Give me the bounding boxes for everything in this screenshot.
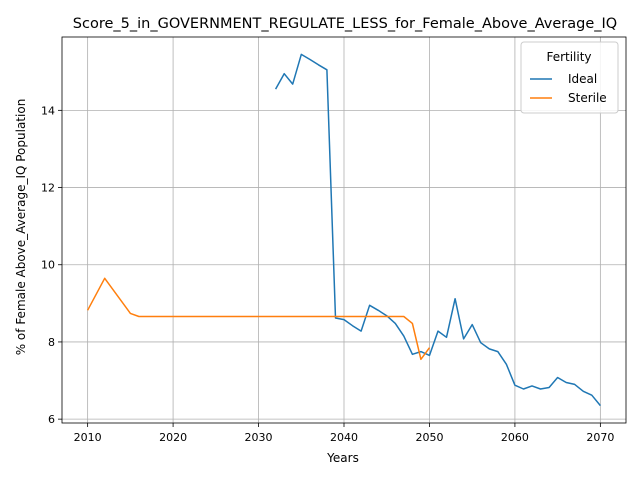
- legend: Fertility Ideal Sterile: [520, 41, 619, 114]
- legend-box: [520, 41, 619, 114]
- x-tick-label: 2020: [159, 431, 187, 444]
- y-tick-label: 14: [41, 104, 55, 117]
- axes: 2010 2020 2030 2040 2050 2060 2070 6 8 10 12 14: [41, 36, 627, 444]
- legend-label-ideal: Ideal: [568, 72, 597, 86]
- series-line-sterile: [86, 277, 431, 361]
- x-tick-label: 2010: [74, 431, 102, 444]
- y-tick-label: 12: [41, 182, 55, 195]
- x-tick-label: 2070: [586, 431, 614, 444]
- series-lines: [86, 53, 601, 407]
- y-tick-label: 8: [48, 336, 55, 349]
- series-line-ideal: [274, 53, 601, 407]
- chart-title: Score_5_in_GOVERNMENT_REGULATE_LESS_for_…: [73, 16, 617, 32]
- x-tick-label: 2030: [245, 431, 273, 444]
- x-tick-label: 2040: [330, 431, 358, 444]
- x-tick-label: 2050: [415, 431, 443, 444]
- x-tick-label: 2060: [501, 431, 529, 444]
- y-tick-label: 10: [41, 259, 55, 272]
- y-tick-label: 6: [48, 413, 55, 426]
- legend-label-sterile: Sterile: [568, 91, 607, 105]
- grid-lines: [62, 37, 626, 423]
- legend-title: Fertility: [546, 50, 591, 64]
- y-axis-label: % of Female Above_Average_IQ Population: [14, 99, 28, 356]
- axes-frame: [61, 36, 627, 424]
- x-axis-label: Years: [326, 451, 359, 465]
